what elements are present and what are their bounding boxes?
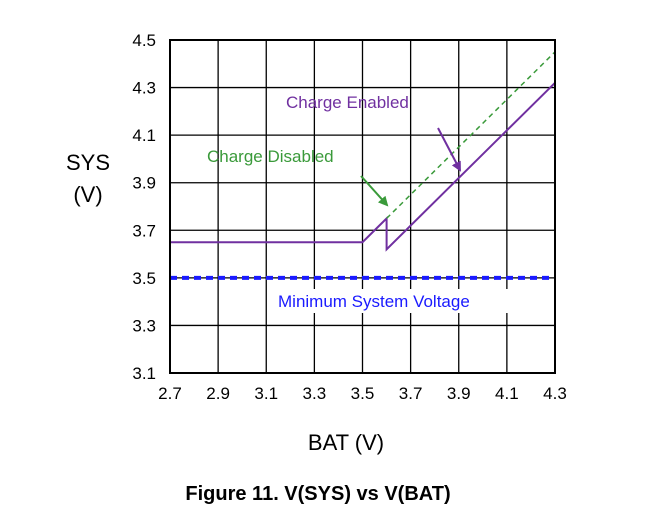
- y-tick-label: 3.1: [132, 364, 156, 383]
- x-tick-label: 2.9: [206, 384, 230, 403]
- series-charge-disabled: [386, 51, 556, 219]
- y-tick-label: 4.1: [132, 126, 156, 145]
- series-layer: [170, 51, 556, 280]
- x-tick-label: 3.7: [399, 384, 423, 403]
- y-axis-label-line2: (V): [73, 182, 102, 207]
- x-tick-label: 3.1: [254, 384, 278, 403]
- annotation-charge-disabled: Charge Disabled: [207, 147, 334, 166]
- x-axis-label: BAT (V): [308, 430, 384, 455]
- y-tick-labels: 4.5 4.3 4.1 3.9 3.7 3.5 3.3 3.1: [132, 31, 156, 383]
- y-tick-label: 4.3: [132, 79, 156, 98]
- y-tick-label: 3.5: [132, 269, 156, 288]
- arrow-charge-disabled: [360, 175, 389, 207]
- y-tick-label: 4.5: [132, 31, 156, 50]
- y-tick-label: 3.3: [132, 316, 156, 335]
- x-tick-label: 4.1: [495, 384, 519, 403]
- annotation-minimum-system-voltage: Minimum System Voltage: [278, 292, 470, 311]
- y-tick-label: 3.9: [132, 174, 156, 193]
- x-tick-label: 3.3: [303, 384, 327, 403]
- grid: [170, 40, 555, 373]
- x-tick-label: 2.7: [158, 384, 182, 403]
- x-tick-label: 3.9: [447, 384, 471, 403]
- x-tick-label: 3.5: [351, 384, 375, 403]
- annotation-min-voltage-bg: [273, 289, 523, 313]
- annotation-charge-enabled: Charge Enabled: [286, 93, 409, 112]
- x-tick-label: 4.3: [543, 384, 567, 403]
- figure-caption: Figure 11. V(SYS) vs V(BAT): [185, 483, 450, 505]
- plot-frame: [169, 39, 556, 374]
- y-tick-label: 3.7: [132, 221, 156, 240]
- arrow-charge-enabled: [437, 127, 461, 172]
- y-axis-label-line1: SYS: [66, 150, 110, 175]
- x-tick-labels: 2.7 2.9 3.1 3.3 3.5 3.7 3.9 4.1 4.3: [158, 384, 567, 403]
